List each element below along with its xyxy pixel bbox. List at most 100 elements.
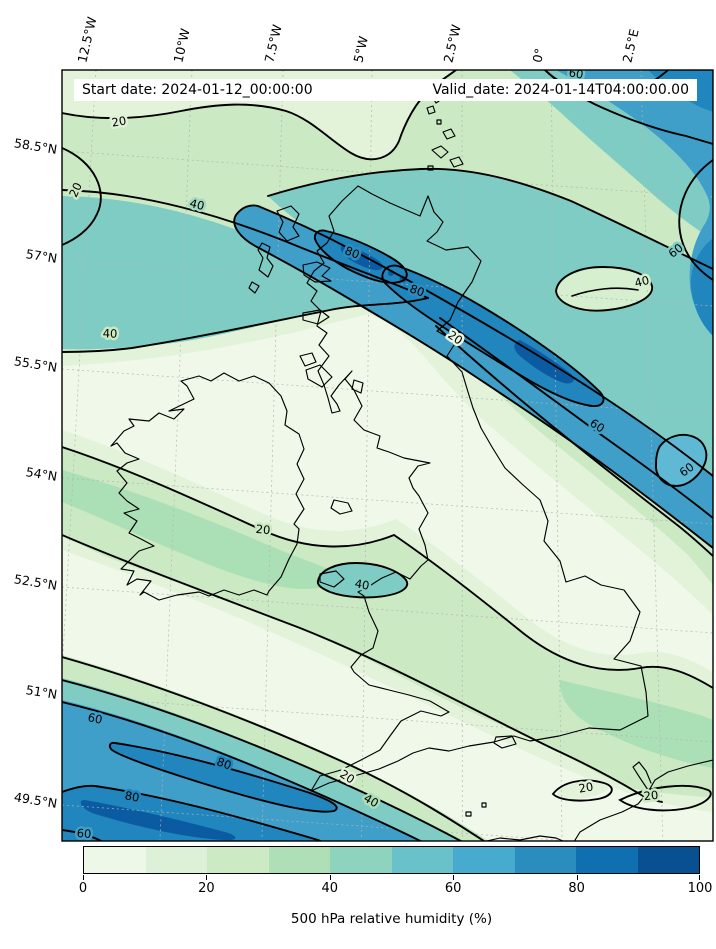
gridline-latitude xyxy=(62,368,713,416)
colorbar-label: 500 hPa relative humidity (%) xyxy=(290,911,493,927)
contour-20-se-of-band xyxy=(435,325,713,557)
contour-20-leftbump xyxy=(62,147,102,246)
contour-60-channel xyxy=(62,701,423,841)
contour-80-band-b xyxy=(381,264,605,407)
fill-rightmid-light60 xyxy=(655,434,707,486)
contour-80-channel-b xyxy=(62,784,323,841)
colorbar-tick xyxy=(576,875,578,880)
contour-value-label: 40 xyxy=(102,326,117,341)
contour-40-se-of-band xyxy=(439,317,713,519)
colorbar-segment xyxy=(637,847,699,873)
colorbar-segment xyxy=(207,847,269,873)
gridline-latitude xyxy=(62,150,713,198)
contour-20-channel xyxy=(62,656,486,841)
contour-60-rightedge xyxy=(678,159,713,281)
contour-80-channel-a xyxy=(108,741,338,813)
contour-20-south-north-edge xyxy=(62,446,713,689)
gridline-latitude xyxy=(62,477,713,525)
contour-20-south-south-edge xyxy=(62,534,644,797)
contour-value-label: 20 xyxy=(255,522,271,537)
gridline-latitude xyxy=(62,695,713,743)
colorbar-tick xyxy=(699,875,700,880)
coastline-jura xyxy=(305,364,333,388)
colorbar-tick xyxy=(453,875,455,880)
colorbar-tick-label: 40 xyxy=(321,881,339,896)
contour-value-label: 20 xyxy=(577,779,594,795)
contour-40-wales-pocket xyxy=(316,562,409,599)
contour-value-label: 60 xyxy=(86,710,103,727)
coastline-orkney xyxy=(427,128,464,171)
coastline-isle-of-wight xyxy=(493,735,517,749)
fill-scotland-90-a xyxy=(340,245,383,271)
coastline-great-britain xyxy=(306,185,649,792)
colorbar-segment xyxy=(145,847,207,873)
contour-lines xyxy=(62,70,713,841)
fill-south-green-core2 xyxy=(559,680,713,768)
fill-wales-teal-pocket xyxy=(317,563,408,598)
colorbar-tick xyxy=(83,875,84,880)
contour-60-band xyxy=(233,204,713,549)
colorbar-segment xyxy=(453,847,515,873)
coastline-anglesey xyxy=(319,570,345,588)
colorbar-segment xyxy=(330,847,392,873)
fill-ch-80-b xyxy=(62,785,321,841)
valid-date-label: Valid_date: 2024-01-14T04:00:00.00 xyxy=(432,82,689,98)
contour-20-loop1 xyxy=(551,779,613,802)
colorbar-tick-label: 60 xyxy=(444,881,462,896)
coastline-skye xyxy=(302,261,332,283)
gridline-latitude xyxy=(62,804,578,841)
fill-loop1-pale xyxy=(557,781,609,799)
colorbar-segment xyxy=(391,847,453,873)
colorbar-tick xyxy=(329,875,331,880)
coastline-cherbourg xyxy=(632,761,652,791)
colorbar-tick xyxy=(206,875,208,880)
gridline-meridian xyxy=(640,70,664,841)
coastline-france-west xyxy=(457,835,565,841)
plot-border xyxy=(61,69,714,842)
gridline-meridian xyxy=(159,70,193,841)
gridline-meridian xyxy=(261,70,284,841)
fill-ch-80-a xyxy=(109,742,337,812)
colorbar xyxy=(83,846,700,874)
contour-40-tongue-lower xyxy=(62,297,429,353)
coastlines xyxy=(110,91,713,841)
coastline-islay xyxy=(299,352,317,367)
coastline-channel-islands xyxy=(465,802,487,817)
gridline-meridian xyxy=(550,70,563,841)
contour-value-label: 60 xyxy=(76,826,92,841)
fill-ch-90 xyxy=(80,800,236,841)
fill-ne-corner-blue xyxy=(556,70,713,332)
start-date-label: Start date: 2024-01-12_00:00:00 xyxy=(82,82,313,98)
contour-value-label: 80 xyxy=(124,788,141,804)
colorbar-segment xyxy=(84,847,146,873)
contour-value-label: 40 xyxy=(354,576,371,592)
colorbar-tick-label: 20 xyxy=(198,881,215,896)
coastline-ireland xyxy=(110,372,305,601)
contour-value-label: 20 xyxy=(643,788,659,803)
contour-40-north xyxy=(267,167,713,270)
contour-value-label: 40 xyxy=(188,196,206,213)
colorbar-segment xyxy=(514,847,576,873)
fill-rightedge-80 xyxy=(690,238,713,336)
gridline-meridian xyxy=(361,70,373,841)
contour-value-label: 40 xyxy=(633,273,651,290)
colorbar-tick-label: 80 xyxy=(568,881,585,896)
contour-60-rightmid-blob xyxy=(655,433,708,487)
contour-value-label: 20 xyxy=(110,113,127,129)
coastline-france-east xyxy=(573,759,713,841)
coastline-isle-of-man xyxy=(330,499,353,515)
contour-40-escot xyxy=(555,266,653,312)
contour-40-escot-swirl xyxy=(571,287,639,297)
colorbar-tick-label: 100 xyxy=(687,881,713,896)
title-strip: Start date: 2024-01-12_00:00:00 Valid_da… xyxy=(74,79,697,101)
fill-scotland-band-blue xyxy=(234,205,713,548)
coastline-lewis xyxy=(276,205,300,242)
colorbar-tick-label: 0 xyxy=(78,881,88,896)
gridline-meridian xyxy=(62,70,97,679)
coastline-hebrides-small xyxy=(248,281,260,294)
gridline-latitude xyxy=(62,586,713,634)
colorbar-segment xyxy=(576,847,638,873)
